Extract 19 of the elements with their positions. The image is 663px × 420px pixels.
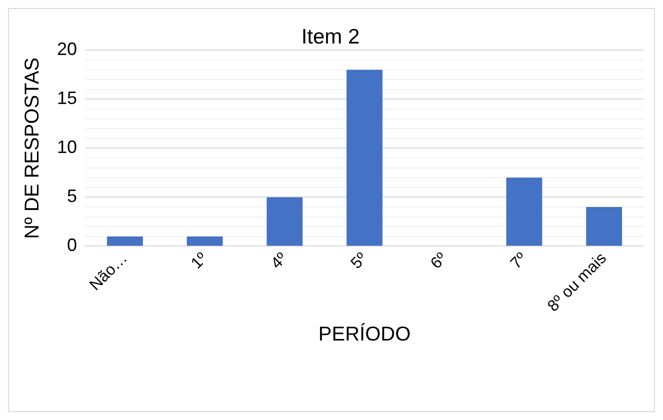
y-tick-label: 20: [56, 39, 78, 60]
x-tick-label: 7º: [508, 250, 530, 272]
y-axis-title: Nº DE RESPOSTAS: [22, 58, 44, 239]
chart-title: Item 2: [301, 25, 360, 48]
x-tick-label: 5º: [348, 250, 371, 272]
bar: [586, 207, 622, 246]
x-tick-label: 6º: [428, 250, 450, 272]
y-tick-label: 10: [56, 137, 78, 158]
x-axis-title: PERÍODO: [318, 322, 411, 346]
bar: [186, 236, 223, 246]
x-tick-label: 1º: [188, 250, 211, 272]
bar: [106, 236, 143, 246]
bar: [266, 197, 303, 246]
x-tick-label: 4º: [268, 250, 291, 272]
y-tick-label: 0: [67, 235, 78, 256]
bar: [506, 178, 542, 246]
y-tick-label: 5: [67, 186, 78, 206]
y-tick-label: 15: [56, 88, 78, 108]
bar: [346, 70, 382, 246]
